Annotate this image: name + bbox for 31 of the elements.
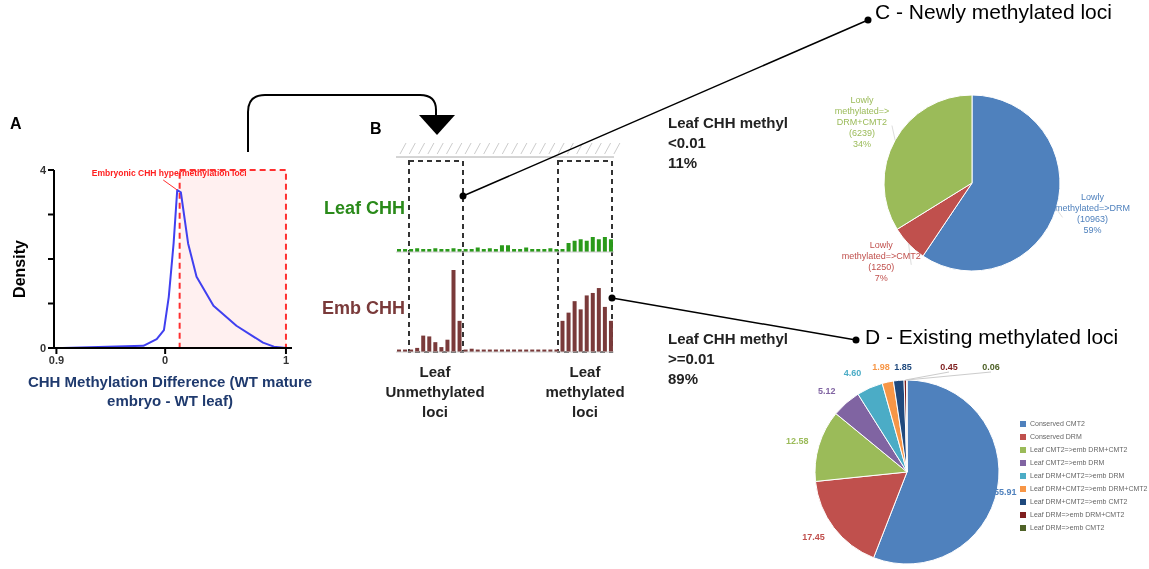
text: Leaf methylated loci (544, 362, 626, 422)
data-label: (10963) 59% (1077, 214, 1109, 236)
text: B (370, 120, 382, 138)
slice-label: Lowly methylated=>CMT2 (841, 239, 921, 261)
x-tick-label: 0 (162, 353, 169, 366)
data-label: 1.85 (894, 362, 912, 372)
slice-label: Lowly methylated=> DRM+CMT2 (834, 95, 890, 128)
data-label: 4.60 (843, 368, 862, 379)
data-label: 17.45 (802, 532, 825, 543)
text: Leaf CHH methyl <0.01 11% (668, 113, 790, 173)
data-label: 12.58 (785, 435, 809, 446)
data-label: 1.98 (872, 362, 890, 372)
y-tick-label: 4 (39, 163, 47, 176)
data-label: 0.45 (940, 362, 958, 372)
text: Leaf Unmethylated loci (384, 362, 486, 422)
x-tick-label: 1 (282, 353, 290, 366)
data-label: 5.12 (818, 385, 836, 396)
x-axis-title: CHH Methylation Difference (WT mature embryo - WT leaf) (26, 372, 314, 410)
y-axis-title: Density (11, 239, 29, 300)
data-label: 0.06 (982, 362, 1000, 372)
slice-label: Lowly methylated=>DRM (1055, 192, 1131, 214)
data-label: (1250) 7% (868, 261, 895, 283)
annotation: Embryonic CHH hypermethylation loci (91, 168, 247, 179)
chart-title: C - Newly methylated loci (875, 0, 1112, 24)
x-tick-label: 0.9 (48, 353, 65, 366)
chart-title: A (10, 115, 22, 133)
chart-title: D - Existing methylated loci (865, 325, 1119, 349)
text: Leaf CHH (323, 198, 405, 218)
data-label: (6239) 34% (848, 128, 875, 150)
text: Leaf CHH methyl >=0.01 89% (668, 329, 790, 389)
annotation: Emb CHH (321, 298, 405, 318)
